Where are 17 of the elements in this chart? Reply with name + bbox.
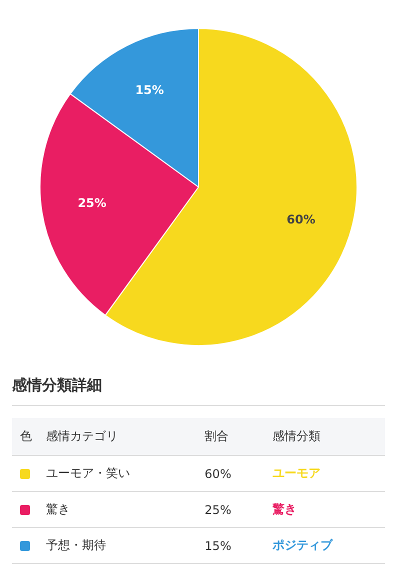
data-label: 25%: [78, 196, 106, 210]
text: 60%: [204, 466, 232, 480]
text: 割合: [196, 418, 264, 456]
text: ポジティブ: [264, 528, 385, 564]
legend-label: ユーモア・笑い: [38, 456, 197, 492]
text: ユーモア: [264, 456, 385, 492]
text: 感情カテゴリ: [38, 418, 197, 456]
text: 感情分類: [264, 418, 385, 456]
data-label: 60%: [286, 212, 316, 226]
text: 25%: [204, 502, 232, 516]
text: 感情分類詳細: [12, 376, 385, 406]
legend-label: 驚き: [38, 492, 197, 528]
data-label: 15%: [135, 83, 164, 98]
text: 15%: [204, 538, 232, 552]
text: 色: [12, 418, 38, 456]
legend-label: 予想・期待: [38, 528, 197, 564]
text: 驚き: [264, 492, 385, 528]
